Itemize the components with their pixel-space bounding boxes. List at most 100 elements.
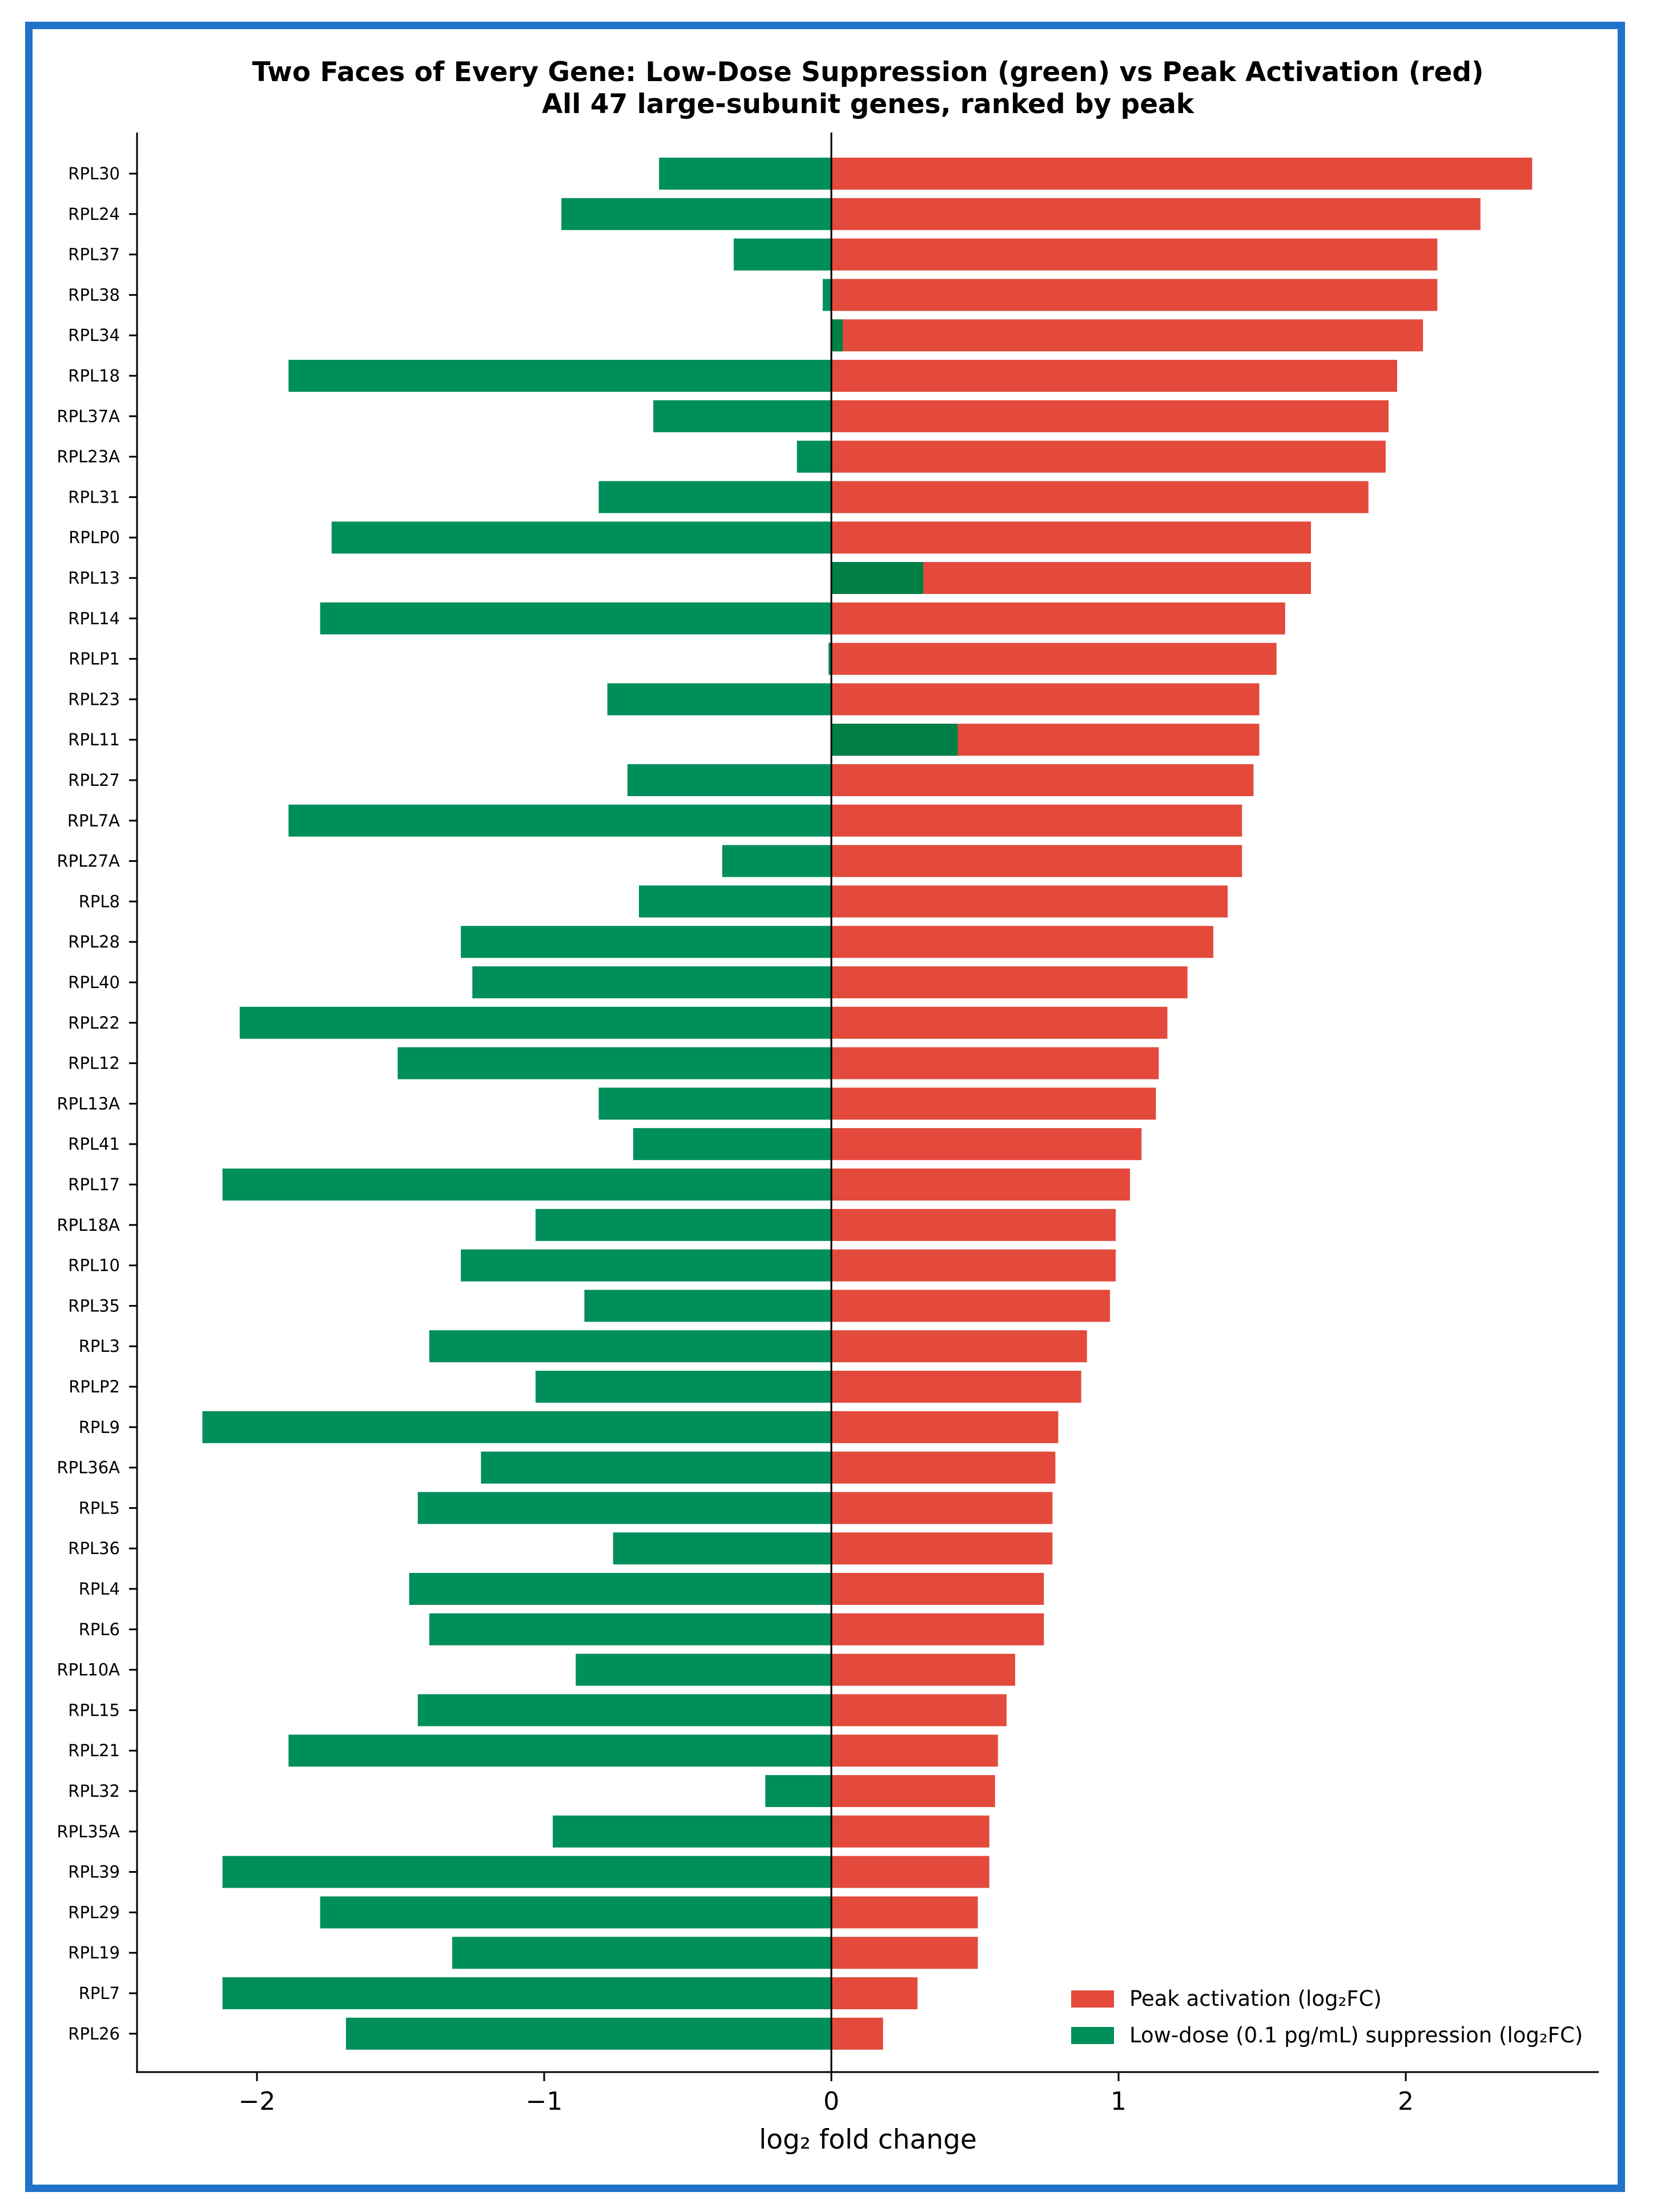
peak-bar-rpl17 [831,1169,1131,1201]
peak-bar-rpl37a [831,400,1389,432]
peak-bar-rpl34 [831,319,1423,352]
peak-bar-rpl8 [831,885,1228,918]
x-tick-label: −2 [239,2087,276,2116]
peak-bar-rpl35 [831,1290,1110,1322]
y-tick-label-rpl13: RPL13 [68,568,120,588]
y-tick-label-rpl10: RPL10 [68,1256,120,1275]
y-tick-label-rpl11: RPL11 [68,730,120,749]
low-dose-bar-rpl17 [222,1169,831,1201]
low-dose-bar-rpl10a [576,1653,831,1686]
peak-bar-rpl5 [831,1492,1053,1524]
low-dose-bar-rpl31 [598,481,831,513]
y-tick-label-rpl14: RPL14 [68,609,120,628]
y-tick-label-rpl40: RPL40 [68,973,120,992]
low-dose-bar-rpl40 [472,966,831,998]
peak-bar-rpl21 [831,1735,998,1767]
y-tick-label-rpl22: RPL22 [68,1013,120,1033]
peak-bar-rpl39 [831,1856,990,1888]
y-tick-label-rpl30: RPL30 [68,164,120,183]
peak-bar-rpl40 [831,966,1188,998]
low-dose-bar-rpl32 [765,1775,831,1807]
y-tick-label-rpl35a: RPL35A [57,1822,120,1841]
y-tick-label-rpl6: RPL6 [79,1620,120,1639]
low-dose-bar-rpl37a [653,400,831,432]
x-axis-ticks: −2 −1 0 1 2 [239,2072,1414,2116]
legend-swatch-low-dose [1071,2027,1114,2044]
low-dose-bar-rpl30 [659,158,831,190]
low-dose-bar-rpl26 [345,2017,831,2050]
peak-bar-rpl36a [831,1451,1056,1484]
low-dose-bar-rpl29 [320,1896,831,1929]
low-dose-bar-rpl5 [417,1492,831,1524]
low-dose-bar-rpl27 [627,764,831,796]
y-tick-label-rpl29: RPL29 [68,1902,120,1922]
low-dose-bar-rpl39 [222,1856,831,1888]
low-dose-bar-rpl18a [535,1209,831,1241]
low-dose-bar-rpl36a [481,1451,831,1484]
activation-bars [831,158,1533,2050]
peak-bar-rpl10a [831,1653,1015,1686]
low-dose-bar-rpl35 [584,1290,831,1322]
low-dose-bar-rpl4 [409,1573,831,1605]
y-tick-marks [129,172,137,2035]
peak-bar-rpl31 [831,481,1369,513]
peak-bar-rpl36 [831,1532,1053,1565]
low-dose-bar-rplp0 [331,521,831,554]
y-tick-label-rpl3: RPL3 [79,1336,120,1356]
low-dose-bar-rpl13a [598,1087,831,1120]
y-tick-label-rpl8: RPL8 [79,892,120,911]
y-tick-label-rpl32: RPL32 [68,1781,120,1801]
y-tick-label-rpl9: RPL9 [79,1418,120,1437]
low-dose-bar-rpl23a [797,440,831,473]
y-tick-label-rpl18: RPL18 [68,366,120,386]
low-dose-bar-rpl37 [733,238,831,271]
y-tick-label-rpl4: RPL4 [79,1579,120,1599]
x-tick-label: 1 [1111,2087,1127,2116]
legend: Peak activation (log₂FC) Low-dose (0.1 p… [1071,1986,1583,2048]
x-tick-label: 2 [1398,2087,1414,2116]
low-dose-bar-rpl21 [288,1735,832,1767]
peak-bar-rpl41 [831,1128,1142,1161]
peak-bar-rpl28 [831,926,1213,958]
peak-bar-rpl10 [831,1249,1116,1282]
y-tick-label-rpl23a: RPL23A [57,447,120,467]
peak-bar-rpl27 [831,764,1254,796]
low-dose-bar-rpl7 [222,1977,831,2009]
legend-label-peak: Peak activation (log₂FC) [1129,1986,1382,2011]
peak-bar-rpl3 [831,1330,1087,1363]
peak-bar-rpl14 [831,602,1285,635]
peak-bar-rpl12 [831,1047,1159,1079]
low-dose-bar-rpl24 [561,198,831,230]
low-dose-bar-rpl23 [607,683,831,716]
y-tick-label-rpl26: RPL26 [68,2024,120,2044]
y-tick-label-rplp1: RPLP1 [69,649,120,669]
y-tick-label-rplp0: RPLP0 [69,528,120,547]
low-dose-bar-rpl11 [831,724,958,756]
peak-bar-rpl19 [831,1937,978,1969]
peak-bar-rpl26 [831,2017,883,2050]
y-tick-label-rpl38: RPL38 [68,285,120,304]
chart-title-line-1: Two Faces of Every Gene: Low-Dose Suppre… [252,57,1484,88]
y-tick-label-rpl15: RPL15 [68,1700,120,1720]
y-tick-label-rpl27a: RPL27A [57,852,120,871]
peak-bar-rpl18a [831,1209,1116,1241]
y-tick-label-rpl28: RPL28 [68,932,120,952]
low-dose-bar-rpl12 [397,1047,831,1079]
y-tick-label-rpl27: RPL27 [68,770,120,790]
y-tick-label-rpl21: RPL21 [68,1741,120,1760]
overlap-bars [831,319,958,756]
peak-bar-rpl32 [831,1775,995,1807]
low-dose-bar-rpl6 [429,1613,831,1645]
y-tick-label-rpl35: RPL35 [68,1296,120,1315]
low-dose-bar-rpl19 [452,1937,831,1969]
peak-bar-rpl7a [831,804,1242,837]
peak-bar-rplp2 [831,1371,1081,1403]
y-tick-label-rpl12: RPL12 [68,1054,120,1073]
peak-bar-rplp0 [831,521,1312,554]
x-tick-label: −1 [526,2087,563,2116]
y-tick-label-rpl36a: RPL36A [57,1458,120,1478]
peak-bar-rpl37 [831,238,1438,271]
y-tick-label-rpl10a: RPL10A [57,1660,120,1680]
peak-bar-rpl7 [831,1977,918,2009]
